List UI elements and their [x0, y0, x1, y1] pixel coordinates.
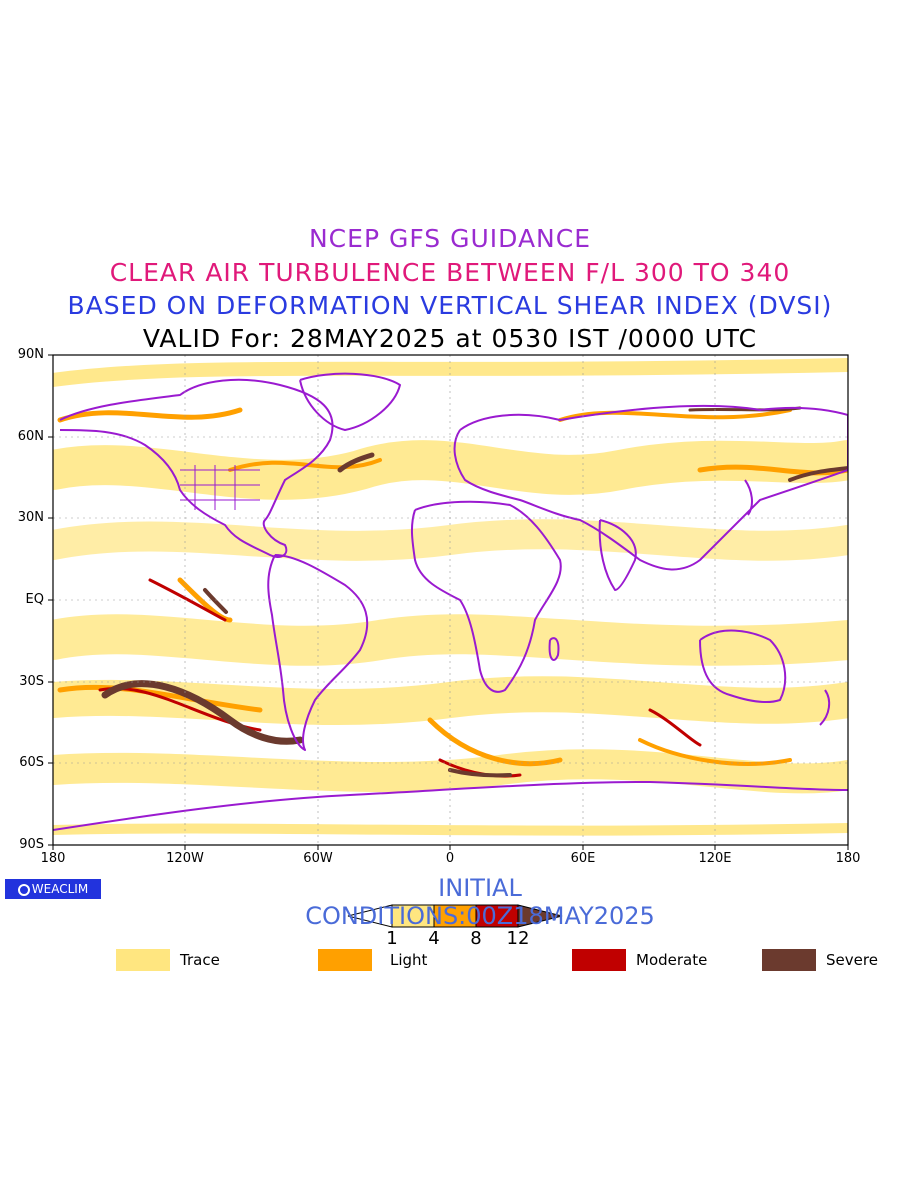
lat-label-90s: 90S	[19, 837, 44, 852]
legend-swatch-light	[318, 949, 372, 971]
legend-swatch-moderate	[572, 949, 626, 971]
lon-label-180e: 180	[835, 851, 861, 866]
brand-name: WEACLIM	[31, 882, 89, 896]
legend-swatch-trace	[116, 949, 170, 971]
lat-label-eq: EQ	[25, 592, 44, 607]
lat-label-60s: 60S	[19, 755, 44, 770]
colorbar	[347, 904, 563, 928]
weaclim-logo: WEACLIM	[5, 879, 101, 899]
lat-label-60n: 60N	[17, 429, 44, 444]
title-method: BASED ON DEFORMATION VERTICAL SHEAR INDE…	[67, 291, 833, 320]
lon-label-120e: 120E	[698, 851, 732, 866]
lat-label-30n: 30N	[17, 510, 44, 525]
colorbar-tick-8: 8	[470, 928, 482, 949]
lon-label-120w: 120W	[166, 851, 204, 866]
legend-label-severe: Severe	[826, 951, 878, 969]
legend-label-moderate: Moderate	[636, 951, 708, 969]
title-product: CLEAR AIR TURBULENCE BETWEEN F/L 300 TO …	[109, 258, 791, 287]
lon-label-60e: 60E	[570, 851, 596, 866]
title-model: NCEP GFS GUIDANCE	[308, 224, 591, 253]
grid-lines	[53, 355, 848, 845]
colorbar-over-triangle	[517, 904, 563, 928]
lat-label-30s: 30S	[19, 674, 44, 689]
colorbar-tick-1: 1	[386, 928, 398, 949]
initial-conditions: INITIAL CONDITIONS:00Z18MAY2025	[305, 874, 655, 930]
lat-label-90n: 90N	[17, 347, 44, 362]
legend-swatch-severe	[762, 949, 816, 971]
title-valid-time: VALID For: 28MAY2025 at 0530 IST /0000 U…	[142, 324, 758, 353]
lon-label-0: 0	[445, 851, 455, 866]
colorbar-tick-12: 12	[506, 928, 530, 949]
lon-label-180w: 180	[40, 851, 66, 866]
legend-label-light: Light	[390, 951, 428, 969]
weaclim-circle-icon	[17, 884, 30, 896]
lon-label-60w: 60W	[303, 851, 333, 866]
colorbar-tick-4: 4	[428, 928, 440, 949]
legend-label-trace: Trace	[180, 951, 220, 969]
map-field	[53, 355, 848, 845]
